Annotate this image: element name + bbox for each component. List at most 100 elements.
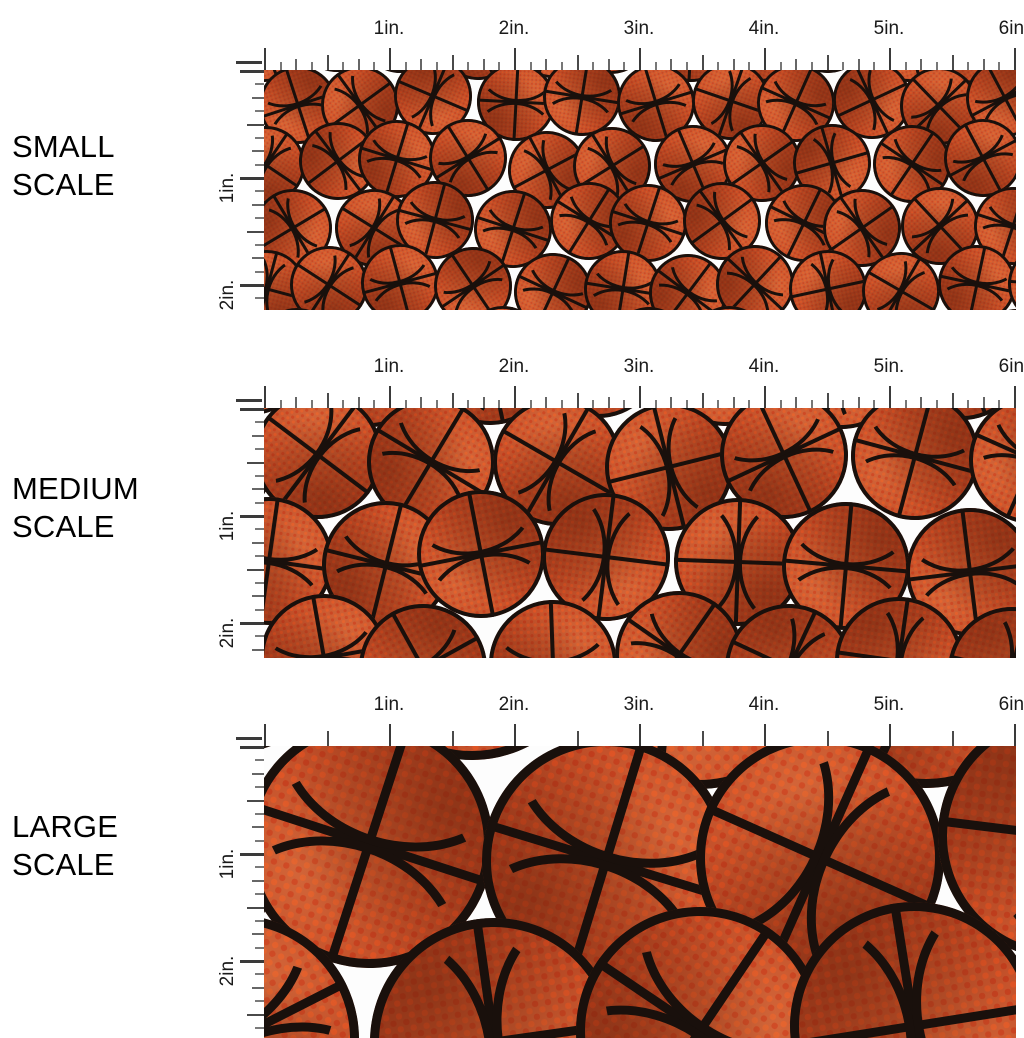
ruler-label-horizontal: 6in. (999, 356, 1024, 378)
scale-row-small: SMALL SCALE 1in.2in.3in.4in.5in.6in. 1in… (0, 0, 1024, 340)
vertical-ruler-large: 1in.2in. (232, 746, 264, 1038)
ruler-tick (255, 582, 264, 584)
ruler-tick (748, 62, 750, 70)
ruler-tick (873, 62, 875, 70)
ruler-label-horizontal: 5in. (874, 694, 905, 716)
ruler-tick (252, 435, 264, 437)
ruler-tick (920, 59, 922, 70)
ruler-tick (255, 973, 264, 975)
ruler-tick (255, 83, 264, 85)
ruler-tick (327, 731, 329, 746)
ruler-tick (247, 800, 264, 802)
ruler-tick (670, 397, 672, 408)
ruler-tick (252, 773, 264, 775)
ruler-tick (255, 555, 264, 557)
ruler-tick (983, 397, 985, 408)
ruler-tick (255, 840, 264, 842)
ruler-tick (452, 55, 454, 70)
ruler-label-vertical: 2in. (217, 618, 239, 649)
ruler-tick (247, 1014, 264, 1016)
ruler-tick (342, 400, 344, 408)
ruler-tick (252, 880, 264, 882)
ruler-tick (905, 400, 907, 408)
ruler-tick (240, 284, 264, 287)
ruler-tick (252, 542, 264, 544)
ruler-label-horizontal: 2in. (499, 356, 530, 378)
ruler-tick (311, 62, 313, 70)
ruler-tick (247, 907, 264, 909)
ruler-tick (255, 1000, 264, 1002)
ruler-tick (255, 609, 264, 611)
ruler-label-horizontal: 5in. (874, 18, 905, 40)
ruler-tick (255, 271, 264, 273)
ruler-tick (255, 893, 264, 895)
ruler-tick (889, 724, 891, 746)
ruler-tick (436, 62, 438, 70)
ruler-tick (240, 853, 264, 856)
ruler-tick (405, 62, 407, 70)
ruler-tick (255, 635, 264, 637)
ruler-tick (467, 62, 469, 70)
ruler-tick (967, 400, 969, 408)
ruler-tick (952, 731, 954, 746)
ruler-tick (639, 724, 641, 746)
ruler-tick (561, 62, 563, 70)
ruler-tick (255, 475, 264, 477)
ruler-tick (255, 421, 264, 423)
ruler-label-horizontal: 3in. (624, 18, 655, 40)
ruler-label-horizontal: 3in. (624, 356, 655, 378)
ruler-tick (998, 62, 1000, 70)
ruler-tick (702, 55, 704, 70)
ruler-tick (252, 150, 264, 152)
ruler-tick (252, 204, 264, 206)
ruler-tick (358, 397, 360, 408)
ruler-tick (842, 400, 844, 408)
ruler-tick (1014, 724, 1016, 746)
ruler-label-horizontal: 3in. (624, 694, 655, 716)
ruler-tick (247, 124, 264, 126)
ruler-tick (514, 724, 516, 746)
ruler-tick (858, 59, 860, 70)
ruler-tick (655, 62, 657, 70)
ruler-label-horizontal: 1in. (374, 18, 405, 40)
ruler-tick (389, 386, 391, 408)
vertical-ruler-medium: 1in.2in. (232, 408, 264, 658)
ruler-tick (255, 297, 264, 299)
ruler-corner-mark (232, 732, 266, 746)
ruler-tick (240, 515, 264, 518)
ruler-label-horizontal: 4in. (749, 18, 780, 40)
ruler-tick (920, 397, 922, 408)
ruler-tick (436, 400, 438, 408)
ruler-tick (252, 933, 264, 935)
ruler-tick (795, 397, 797, 408)
ruler-tick (530, 400, 532, 408)
ruler-corner-mark (232, 56, 266, 70)
ruler-tick (733, 397, 735, 408)
ruler-tick (252, 826, 264, 828)
ruler-tick (983, 59, 985, 70)
ruler-tick (780, 62, 782, 70)
ruler-tick (255, 1027, 264, 1029)
ruler-tick (280, 400, 282, 408)
ruler-tick (420, 397, 422, 408)
ruler-tick (240, 408, 264, 411)
ruler-tick (255, 786, 264, 788)
scale-caption-large: LARGE SCALE (12, 808, 118, 884)
ruler-tick (686, 400, 688, 408)
ruler-tick (639, 48, 641, 70)
ruler-tick (255, 528, 264, 530)
ruler-label-horizontal: 2in. (499, 694, 530, 716)
vertical-ruler-small: 1in.2in. (232, 70, 264, 310)
ruler-tick (936, 62, 938, 70)
ruler-tick (717, 400, 719, 408)
ruler-tick (420, 59, 422, 70)
horizontal-ruler-large: 1in.2in.3in.4in.5in.6in. (264, 694, 1024, 746)
ruler-tick (483, 397, 485, 408)
ruler-tick (655, 400, 657, 408)
ruler-label-horizontal: 5in. (874, 356, 905, 378)
ruler-tick (240, 960, 264, 963)
ruler-tick (452, 393, 454, 408)
fabric-swatch-small: 1in.2in.3in.4in.5in.6in. 1in.2in. (232, 18, 1024, 310)
horizontal-tick-group (264, 722, 1024, 746)
ruler-tick (858, 397, 860, 408)
